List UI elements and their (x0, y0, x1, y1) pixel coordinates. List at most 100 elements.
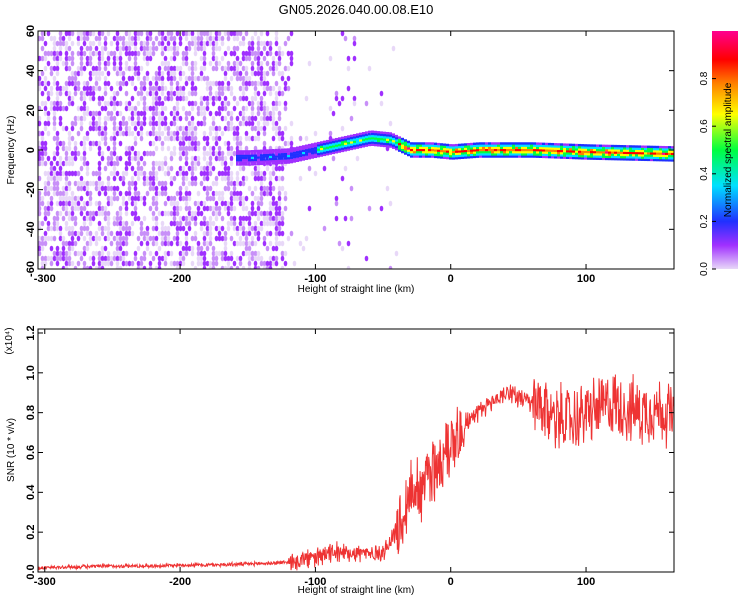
heatmap-cell (82, 65, 87, 72)
heatmap-cell (256, 90, 261, 97)
heatmap-cell (542, 151, 545, 154)
heatmap-cell (151, 255, 156, 262)
heatmap-cell (260, 153, 263, 157)
heatmap-cell (440, 149, 443, 153)
heatmap-cell (226, 255, 231, 262)
heatmap-cell (572, 152, 575, 155)
heatmap-cell (181, 250, 186, 257)
heatmap-cell (49, 90, 54, 97)
heatmap-cell (202, 260, 207, 267)
heatmap-cell (290, 147, 293, 151)
heatmap-cell (229, 170, 234, 177)
heatmap-cell (226, 45, 231, 52)
heatmap-cell (38, 130, 42, 137)
heatmap-cell (55, 65, 60, 72)
heatmap-cell (259, 100, 264, 107)
heatmap-cell (296, 148, 299, 152)
heatmap-cell (136, 160, 141, 167)
heatmap-cell (43, 185, 48, 192)
heatmap-cell (253, 225, 258, 232)
heatmap-cell (611, 153, 614, 156)
heatmap-cell (274, 225, 279, 232)
heatmap-cell (163, 225, 168, 232)
heatmap-cell (190, 105, 195, 112)
heatmap-cell (157, 230, 162, 237)
heatmap-cell (100, 205, 105, 212)
heatmap-cell (268, 220, 273, 227)
heatmap-cell (190, 250, 195, 257)
heatmap-cell (193, 40, 198, 47)
heatmap-cell (512, 144, 515, 147)
heatmap-cell (100, 150, 105, 157)
heatmap-cell (388, 120, 393, 127)
heatmap-cell (64, 65, 69, 72)
heatmap-cell (112, 135, 117, 142)
heatmap-cell (289, 135, 294, 142)
heatmap-cell (214, 60, 219, 67)
heatmap-cell (58, 120, 63, 127)
heatmap-cell (64, 170, 69, 177)
heatmap-cell (76, 105, 81, 112)
heatmap-cell (232, 185, 237, 192)
heatmap-cell (76, 250, 81, 257)
heatmap-cell (217, 235, 222, 242)
heatmap-cell (202, 105, 207, 112)
heatmap-cell (205, 220, 210, 227)
heatmap-cell (374, 135, 377, 138)
heatmap-cell (85, 31, 90, 37)
heatmap-cell (656, 156, 659, 160)
heatmap-cell (148, 180, 153, 187)
heatmap-cell (103, 105, 108, 112)
heatmap-cell (211, 150, 216, 157)
heatmap-cell (524, 150, 527, 154)
heatmap-cell (91, 110, 96, 117)
heatmap-cell (181, 260, 186, 267)
heatmap-cell (43, 255, 48, 262)
heatmap-cell (178, 85, 183, 92)
heatmap-cell (115, 65, 120, 72)
heatmap-cell (244, 105, 249, 112)
heatmap-cell (148, 85, 153, 92)
heatmap-cell (317, 152, 320, 156)
heatmap-cell (193, 200, 198, 207)
heatmap-cell (181, 170, 186, 177)
heatmap-cell (253, 240, 258, 247)
heatmap-cell (55, 245, 60, 252)
heatmap-cell (623, 145, 626, 148)
heatmap-cell (386, 142, 389, 146)
heatmap-cell (223, 255, 228, 262)
heatmap-cell (55, 100, 60, 107)
heatmap-cell (572, 145, 575, 149)
heatmap-cell (374, 141, 377, 145)
colorbar-tick-label: 0.2 (699, 214, 710, 228)
heatmap-cell (497, 150, 500, 154)
heatmap-cell (265, 31, 270, 37)
heatmap-cell (641, 154, 644, 157)
spectrogram-y-tick-label: -60 (25, 261, 37, 277)
heatmap-cell (133, 120, 138, 127)
heatmap-cell (503, 144, 506, 147)
heatmap-cell (130, 220, 135, 227)
heatmap-cell (67, 130, 72, 137)
heatmap-cell (587, 146, 590, 149)
heatmap-cell (271, 85, 276, 92)
heatmap-cell (43, 50, 48, 57)
heatmap-cell (491, 153, 494, 156)
heatmap-cell (247, 255, 252, 262)
heatmap-cell (175, 45, 180, 52)
heatmap-cell (476, 142, 479, 145)
heatmap-cell (118, 265, 123, 269)
heatmap-cell (238, 70, 243, 77)
heatmap-cell (193, 175, 198, 182)
heatmap-cell (187, 125, 192, 132)
heatmap-cell (473, 142, 476, 146)
heatmap-cell (106, 225, 111, 232)
heatmap-cell (43, 125, 48, 132)
heatmap-cell (178, 205, 183, 212)
heatmap-cell (299, 158, 302, 162)
heatmap-cell (121, 170, 126, 177)
heatmap-cell (343, 215, 348, 222)
heatmap-cell (629, 151, 632, 155)
heatmap-cell (268, 110, 273, 117)
heatmap-cell (274, 35, 279, 42)
